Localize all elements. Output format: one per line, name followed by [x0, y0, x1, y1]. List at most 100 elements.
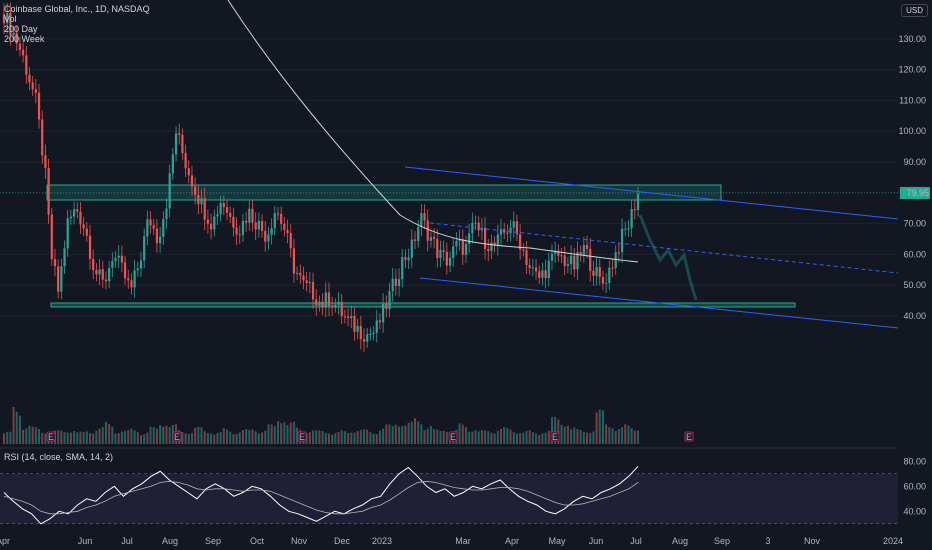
candle-body [585, 244, 589, 250]
candle-body [283, 223, 286, 230]
candle-body [452, 246, 455, 258]
candle-body [362, 339, 366, 342]
volume-bar [624, 424, 627, 444]
volume-bar [487, 431, 490, 444]
volume-bar [359, 430, 362, 444]
volume-bar [436, 429, 439, 444]
candle-body [203, 198, 206, 220]
candle-body [104, 279, 108, 282]
candle-body [171, 154, 174, 174]
volume-bar [226, 429, 229, 444]
volume-bar [627, 425, 630, 444]
volume-bar [267, 424, 270, 444]
candle-body [404, 257, 407, 261]
candle-body [359, 325, 362, 340]
price-candles [2, 2, 640, 353]
volume-bar [350, 432, 353, 444]
currency-badge[interactable]: USD [901, 4, 928, 17]
candle-body [120, 255, 123, 263]
volume-bar [312, 430, 315, 444]
time-tick-label: Oct [250, 536, 265, 546]
volume-bar [576, 429, 579, 444]
candle-body [550, 253, 554, 261]
candle-body [69, 216, 73, 219]
volume-bar [401, 426, 404, 444]
volume-bar [503, 427, 506, 444]
candle-body [337, 301, 340, 305]
candle-body [57, 266, 60, 292]
volume-bar [394, 424, 397, 444]
candle-body [28, 74, 31, 83]
volume-bar [490, 432, 493, 444]
volume-bar [159, 425, 162, 444]
volume-bar [181, 432, 184, 444]
volume-bar [598, 409, 601, 444]
price-axis-bg [898, 0, 932, 550]
candle-body [50, 214, 53, 260]
candle-body [12, 32, 15, 36]
volume-bar [522, 432, 525, 444]
candle-body [582, 244, 585, 256]
candle-body [181, 134, 184, 154]
time-tick-label: Aug [672, 536, 688, 546]
price-axis[interactable]: 40.00 50.00 60.00 70.00 80.00 90.00 100.00 110.… [898, 0, 932, 550]
mid-trendline [429, 222, 899, 274]
volume-bar [560, 424, 563, 444]
candle-body [525, 250, 528, 266]
volume-bar [509, 429, 512, 444]
candle-body [9, 12, 12, 36]
volume-bar [331, 434, 334, 444]
candle-body [168, 173, 171, 209]
candle-body [617, 252, 620, 254]
candle-body [439, 249, 442, 259]
candle-body [324, 292, 327, 307]
candle-body [493, 242, 496, 246]
candle-body [155, 228, 159, 244]
time-tick-label: Jul [121, 536, 133, 546]
volume-bar [439, 430, 442, 444]
earnings-label: E [686, 432, 692, 442]
rsi-legend[interactable]: RSI (14, close, SMA, 14, 2) [4, 452, 114, 462]
trend-channel [404, 166, 899, 329]
candle-body [270, 228, 273, 235]
volume-bar [206, 432, 209, 444]
candle-body [334, 304, 337, 307]
volume-bar [69, 432, 72, 444]
candle-body [483, 227, 487, 250]
legend-200-week[interactable]: 200 Week [4, 34, 45, 44]
candle-body [331, 306, 334, 308]
candle-body [503, 229, 506, 233]
volume-bar [621, 427, 624, 444]
candle-body [382, 303, 385, 323]
volume-bar [210, 433, 213, 444]
time-axis[interactable]: Apr Jun Jul Aug Sep Oct Nov Dec 2023 Mar Apr May Jun… [0, 431, 903, 546]
candle-body [63, 248, 66, 267]
legend-200-day[interactable]: 200 Day [4, 24, 38, 34]
legend-volume[interactable]: Vol [4, 14, 17, 24]
volume-bar [219, 431, 222, 444]
volume-bar [248, 429, 251, 444]
candle-body [426, 220, 429, 241]
volume-bar [547, 430, 550, 444]
candle-body [311, 282, 315, 300]
price-tick-label: 40.00 [903, 311, 926, 321]
volume-bar [375, 434, 378, 444]
rsi-line [3, 465, 639, 525]
volume-bar [601, 410, 604, 444]
candle-body [509, 227, 512, 234]
volume-bar [388, 424, 391, 444]
volume-bar [512, 432, 515, 444]
candle-body [528, 265, 531, 269]
volume-bar [152, 427, 155, 444]
volume-bar [9, 431, 12, 444]
volume-bar [235, 433, 238, 444]
candle-body [506, 232, 509, 234]
volume-bar [261, 432, 264, 444]
volume-bar [203, 431, 206, 444]
candle-body [353, 316, 356, 332]
volume-bar [413, 418, 416, 444]
candle-body [85, 228, 88, 236]
volume-bar [484, 430, 487, 444]
volume-bar [324, 432, 327, 444]
volume-bar [426, 428, 429, 444]
